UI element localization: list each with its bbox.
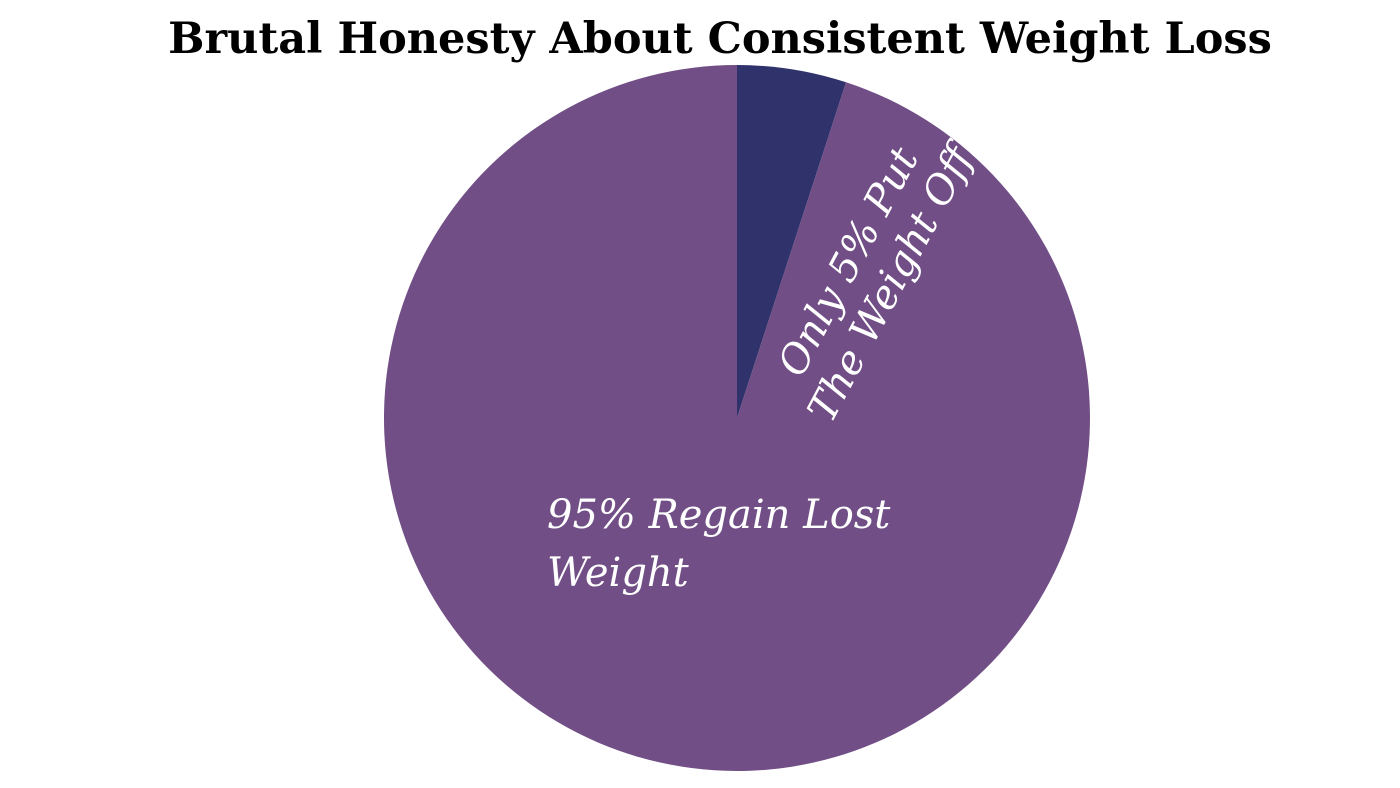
chart-title: Brutal Honesty About Consistent Weight L… <box>168 14 1272 64</box>
pie-slices <box>383 65 1090 771</box>
slice-label-2-line-2: Weight <box>547 550 690 596</box>
pie-slice-1 <box>737 65 847 418</box>
slice-label-2-line-1: 95% Regain Lost <box>547 492 891 538</box>
slice-label-2: 95% Regain Lost Weight <box>547 492 891 596</box>
pie-slice-2 <box>383 65 1090 771</box>
